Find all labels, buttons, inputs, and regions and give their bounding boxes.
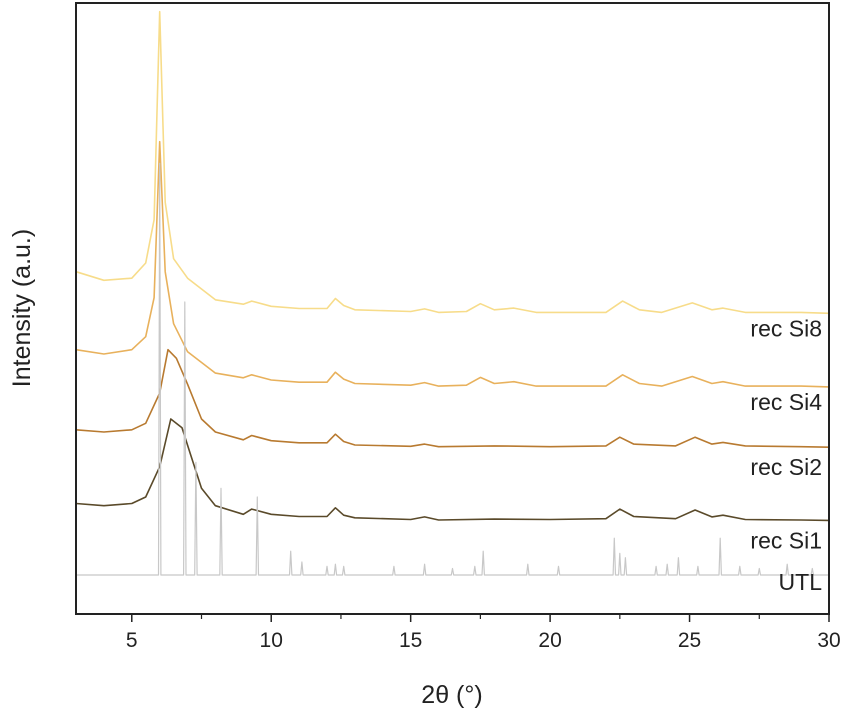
x-tick-label: 20 xyxy=(538,629,561,652)
series-label-rec-si4: rec Si4 xyxy=(750,389,822,415)
series-line-rec-si1 xyxy=(75,418,830,522)
series-layer xyxy=(75,10,830,576)
series-line-rec-si8 xyxy=(75,10,830,315)
x-tick-label: 25 xyxy=(678,629,701,652)
x-axis-ticks: 5 10 15 20 25 30 xyxy=(126,614,841,652)
series-labels: rec Si8 rec Si4 rec Si2 rec Si1 UTL xyxy=(750,315,822,595)
series-line-utl xyxy=(76,162,829,576)
x-tick-label: 30 xyxy=(817,629,840,652)
y-axis-title: Intensity (a.u.) xyxy=(8,229,36,387)
plot-frame xyxy=(75,2,830,615)
series-label-rec-si2: rec Si2 xyxy=(750,454,822,480)
series-label-rec-si1: rec Si1 xyxy=(750,528,822,554)
series-line-rec-si2 xyxy=(75,348,830,448)
series-line-rec-si4 xyxy=(75,140,830,388)
x-axis-title: 2θ (°) xyxy=(421,681,482,709)
series-label-utl: UTL xyxy=(779,569,823,595)
x-tick-label: 5 xyxy=(126,629,138,652)
x-tick-label: 10 xyxy=(260,629,283,652)
series-label-rec-si8: rec Si8 xyxy=(750,315,822,341)
x-tick-label: 15 xyxy=(399,629,422,652)
